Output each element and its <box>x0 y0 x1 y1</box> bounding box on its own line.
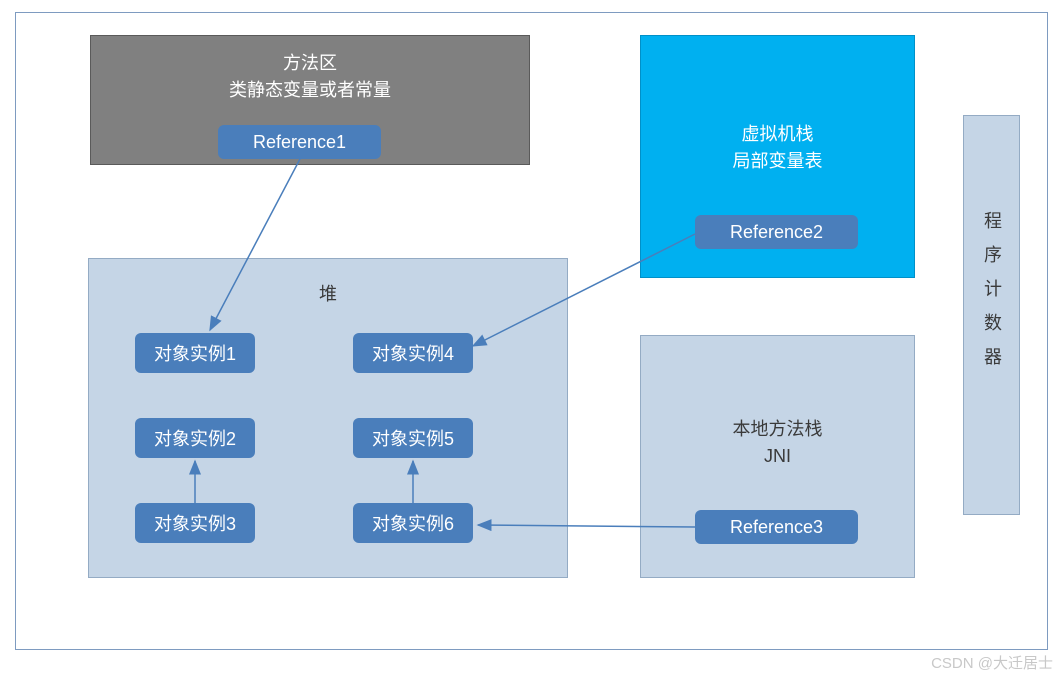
watermark-text: CSDN @大迁居士 <box>931 652 1053 673</box>
reference1-label: Reference1 <box>253 132 346 153</box>
obj6-label: 对象实例6 <box>372 510 454 536</box>
reference3-label: Reference3 <box>730 517 823 538</box>
obj1-box: 对象实例1 <box>135 333 255 373</box>
obj5-box: 对象实例5 <box>353 418 473 458</box>
native-stack-title2: JNI <box>764 443 791 470</box>
vm-stack-title1: 虚拟机栈 <box>742 121 814 148</box>
reference2-label: Reference2 <box>730 222 823 243</box>
pc-register-title: 程序计数器 <box>978 211 1005 381</box>
vm-stack-title2: 局部变量表 <box>733 148 823 175</box>
obj5-label: 对象实例5 <box>372 425 454 451</box>
obj3-label: 对象实例3 <box>154 510 236 536</box>
reference3-box: Reference3 <box>695 510 858 544</box>
obj3-box: 对象实例3 <box>135 503 255 543</box>
obj4-label: 对象实例4 <box>372 340 454 366</box>
obj4-box: 对象实例4 <box>353 333 473 373</box>
reference1-box: Reference1 <box>218 125 381 159</box>
obj2-label: 对象实例2 <box>154 425 236 451</box>
diagram-canvas: 方法区 类静态变量或者常量 Reference1 虚拟机栈 局部变量表 Refe… <box>0 0 1063 681</box>
obj6-box: 对象实例6 <box>353 503 473 543</box>
obj1-label: 对象实例1 <box>154 340 236 366</box>
pc-register-box: 程序计数器 <box>963 115 1020 515</box>
native-stack-title1: 本地方法栈 <box>733 416 823 443</box>
heap-title: 堆 <box>319 281 337 308</box>
obj2-box: 对象实例2 <box>135 418 255 458</box>
reference2-box: Reference2 <box>695 215 858 249</box>
method-area-title1: 方法区 <box>283 50 337 77</box>
method-area-title2: 类静态变量或者常量 <box>229 77 391 104</box>
